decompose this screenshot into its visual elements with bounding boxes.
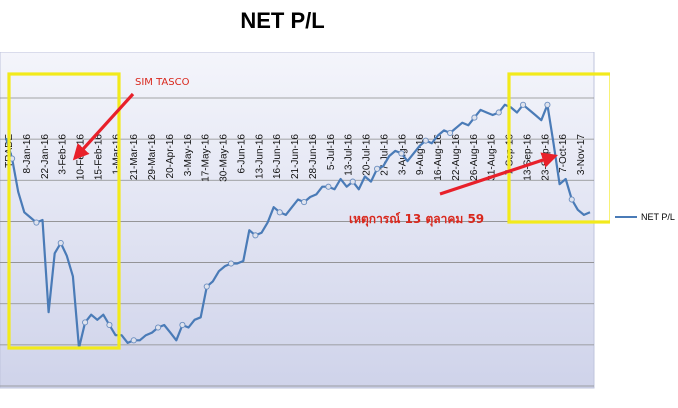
series-net-pl xyxy=(4,101,591,350)
x-tick-label: 9-Aug-16 xyxy=(415,134,426,176)
annotation-october-event: เหตุการณ์ 13 ตุลาคม 59 xyxy=(349,212,484,227)
data-point xyxy=(301,199,308,206)
line-chart: TRADE 8-Jan-16 22-Jan-16 3-Feb-16 10-Feb-16 1… xyxy=(0,52,610,389)
data-point xyxy=(374,165,381,172)
x-tick-label: 15-Feb-16 xyxy=(93,134,104,181)
data-point xyxy=(544,101,551,108)
data-point xyxy=(447,129,454,137)
x-tick-label: 6-Jun-16 xyxy=(236,134,247,174)
x-tick-label: 28-Jun-16 xyxy=(308,134,319,179)
x-tick-label: 7-Oct-16 xyxy=(558,134,569,173)
x-tick-label: 5-Jul-16 xyxy=(326,134,337,171)
legend: NET P/L xyxy=(615,212,675,222)
annotation-arrow xyxy=(72,92,135,161)
x-tick-label: 20-Jul-16 xyxy=(362,134,373,176)
legend-label: NET P/L xyxy=(641,212,675,222)
data-point xyxy=(106,321,113,329)
data-point xyxy=(155,324,162,331)
x-tick-label: 13-Sep-16 xyxy=(522,134,533,181)
data-point xyxy=(568,196,575,203)
data-point xyxy=(82,319,89,326)
x-tick-label: 21-Mar-16 xyxy=(129,134,140,181)
x-tick-label: 21-Jun-16 xyxy=(290,134,301,179)
data-point xyxy=(228,260,235,267)
data-point xyxy=(130,337,137,344)
annotation-arrow xyxy=(439,152,559,196)
data-point xyxy=(398,150,405,157)
x-tick-label: 16-Aug-16 xyxy=(433,134,444,181)
x-tick-label: 17-May-16 xyxy=(201,134,212,182)
data-point xyxy=(33,219,40,226)
x-tick-label: 3-May-16 xyxy=(183,134,194,177)
data-point xyxy=(203,283,210,290)
x-tick-label: 3-Nov-17 xyxy=(576,134,587,176)
annotation-sim-tasco: SIM TASCO xyxy=(135,77,190,88)
x-tick-label: 22-Jan-16 xyxy=(40,134,51,179)
highlight-box-sim-tasco xyxy=(7,72,121,350)
x-tick-label: 3-Feb-16 xyxy=(58,134,69,175)
data-point xyxy=(276,209,283,216)
x-tick-label: 31-Aug-16 xyxy=(487,134,498,181)
data-point xyxy=(422,137,429,144)
x-tick-label: 29-Mar-16 xyxy=(147,134,158,181)
data-point xyxy=(349,178,356,185)
data-point xyxy=(520,101,527,108)
x-tick-label: 13-Jun-16 xyxy=(254,134,265,179)
x-tick-label: 20-Apr-16 xyxy=(165,134,176,179)
chart-title: NET P/L xyxy=(240,8,325,33)
legend-swatch xyxy=(615,216,637,218)
data-point xyxy=(57,239,64,247)
data-point xyxy=(325,183,332,190)
data-point xyxy=(179,321,186,329)
highlight-box-october xyxy=(507,72,610,224)
data-point xyxy=(252,232,259,239)
data-point xyxy=(471,114,478,121)
annotations: SIM TASCO เหตุการณ์ 13 ตุลาคม 59 xyxy=(7,72,610,350)
gridlines xyxy=(0,97,594,387)
x-tick-label: 22-Aug-16 xyxy=(451,134,462,181)
series-line xyxy=(4,103,591,350)
x-tick-label: 26-Aug-16 xyxy=(469,134,480,181)
x-tick-label: 30-May-16 xyxy=(219,134,230,182)
x-tick-label: 16-Jun-16 xyxy=(272,134,283,179)
x-tick-label: 27-Jul-16 xyxy=(379,134,390,176)
data-point xyxy=(495,109,502,116)
x-tick-label: 13-Jul-16 xyxy=(344,134,355,176)
x-tick-label: 1-Mar-16 xyxy=(111,134,122,175)
plot-background xyxy=(0,52,595,389)
x-tick-label: 8-Jan-16 xyxy=(22,134,33,174)
